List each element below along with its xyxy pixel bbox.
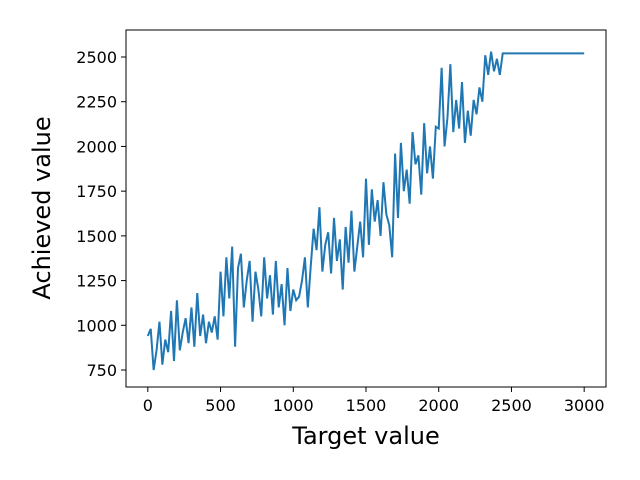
x-tick-label: 0 — [143, 396, 153, 415]
y-tick-label: 1000 — [76, 316, 117, 335]
y-axis-label: Achieved value — [28, 116, 56, 299]
x-tick-label: 2500 — [491, 396, 532, 415]
x-axis-label: Target value — [291, 422, 439, 450]
data-line — [146, 51, 585, 371]
x-tick-label: 500 — [205, 396, 236, 415]
y-tick-label: 1250 — [76, 272, 117, 291]
y-tick-label: 1750 — [76, 182, 117, 201]
y-tick-label: 2500 — [76, 48, 117, 67]
y-tick-label: 1500 — [76, 227, 117, 246]
x-tick-label: 2000 — [418, 396, 459, 415]
x-tick-label: 3000 — [564, 396, 605, 415]
y-tick-label: 2000 — [76, 137, 117, 156]
y-tick-label: 2250 — [76, 93, 117, 112]
x-tick-label: 1500 — [346, 396, 387, 415]
y-tick-label: 750 — [86, 361, 117, 380]
x-tick-label: 1000 — [273, 396, 314, 415]
plot-frame — [125, 29, 607, 388]
